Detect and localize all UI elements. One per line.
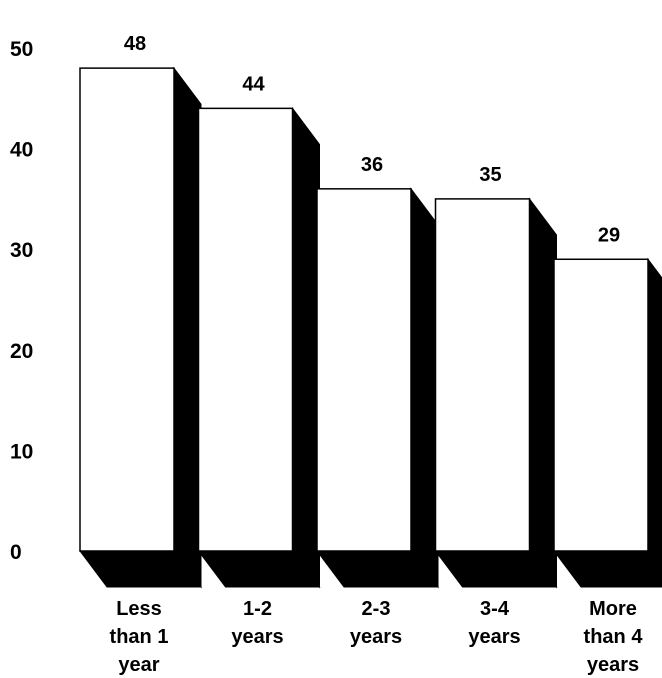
bar-side xyxy=(529,197,557,589)
bar-side xyxy=(410,187,439,589)
category-label-line: 1-2 xyxy=(243,598,272,620)
bar-side xyxy=(647,257,662,571)
category-label-line: Less xyxy=(116,598,162,620)
bar-front xyxy=(553,258,649,552)
y-tick-label: 30 xyxy=(10,239,33,262)
bar-base xyxy=(553,550,662,588)
y-axis: 0 10 20 30 40 50 xyxy=(10,38,33,564)
bar-front xyxy=(434,198,531,552)
category-label-line: year xyxy=(118,654,159,676)
bar-side xyxy=(173,66,202,589)
bars xyxy=(79,66,662,589)
category-label: 2-3 years xyxy=(350,598,402,648)
bar xyxy=(197,106,321,589)
y-tick-label: 50 xyxy=(10,38,33,61)
data-label: 48 xyxy=(124,33,146,55)
bar xyxy=(434,197,558,589)
data-label: 35 xyxy=(479,164,501,186)
bar-front xyxy=(316,188,412,552)
category-label-line: years xyxy=(350,626,402,648)
category-label-line: 3-4 xyxy=(480,598,510,620)
category-label: 3-4 years xyxy=(468,598,520,648)
category-label-line: than 1 xyxy=(110,626,169,648)
category-label-line: years xyxy=(587,654,639,676)
category-label: Less than 1 year xyxy=(110,598,169,676)
bar xyxy=(79,66,202,589)
category-label-line: 2-3 xyxy=(362,598,391,620)
y-tick-label: 0 xyxy=(10,541,22,564)
bar xyxy=(553,257,662,588)
value-labels: 48 44 36 35 29 xyxy=(124,33,620,246)
data-label: 36 xyxy=(361,154,383,176)
bar-front xyxy=(197,107,294,552)
category-label-line: years xyxy=(468,626,520,648)
category-label-line: More xyxy=(589,598,637,620)
category-label: More than 4 years xyxy=(584,598,644,676)
bar xyxy=(316,187,439,589)
y-tick-label: 10 xyxy=(10,440,33,463)
data-label: 44 xyxy=(242,73,265,95)
category-label-line: years xyxy=(231,626,283,648)
data-label: 29 xyxy=(598,224,620,246)
bar-side xyxy=(292,106,320,589)
category-label: 1-2 years xyxy=(231,598,283,648)
y-tick-label: 40 xyxy=(10,139,33,162)
bar-front xyxy=(79,67,175,552)
category-label-line: than 4 xyxy=(584,626,644,648)
y-tick-label: 20 xyxy=(10,340,33,363)
